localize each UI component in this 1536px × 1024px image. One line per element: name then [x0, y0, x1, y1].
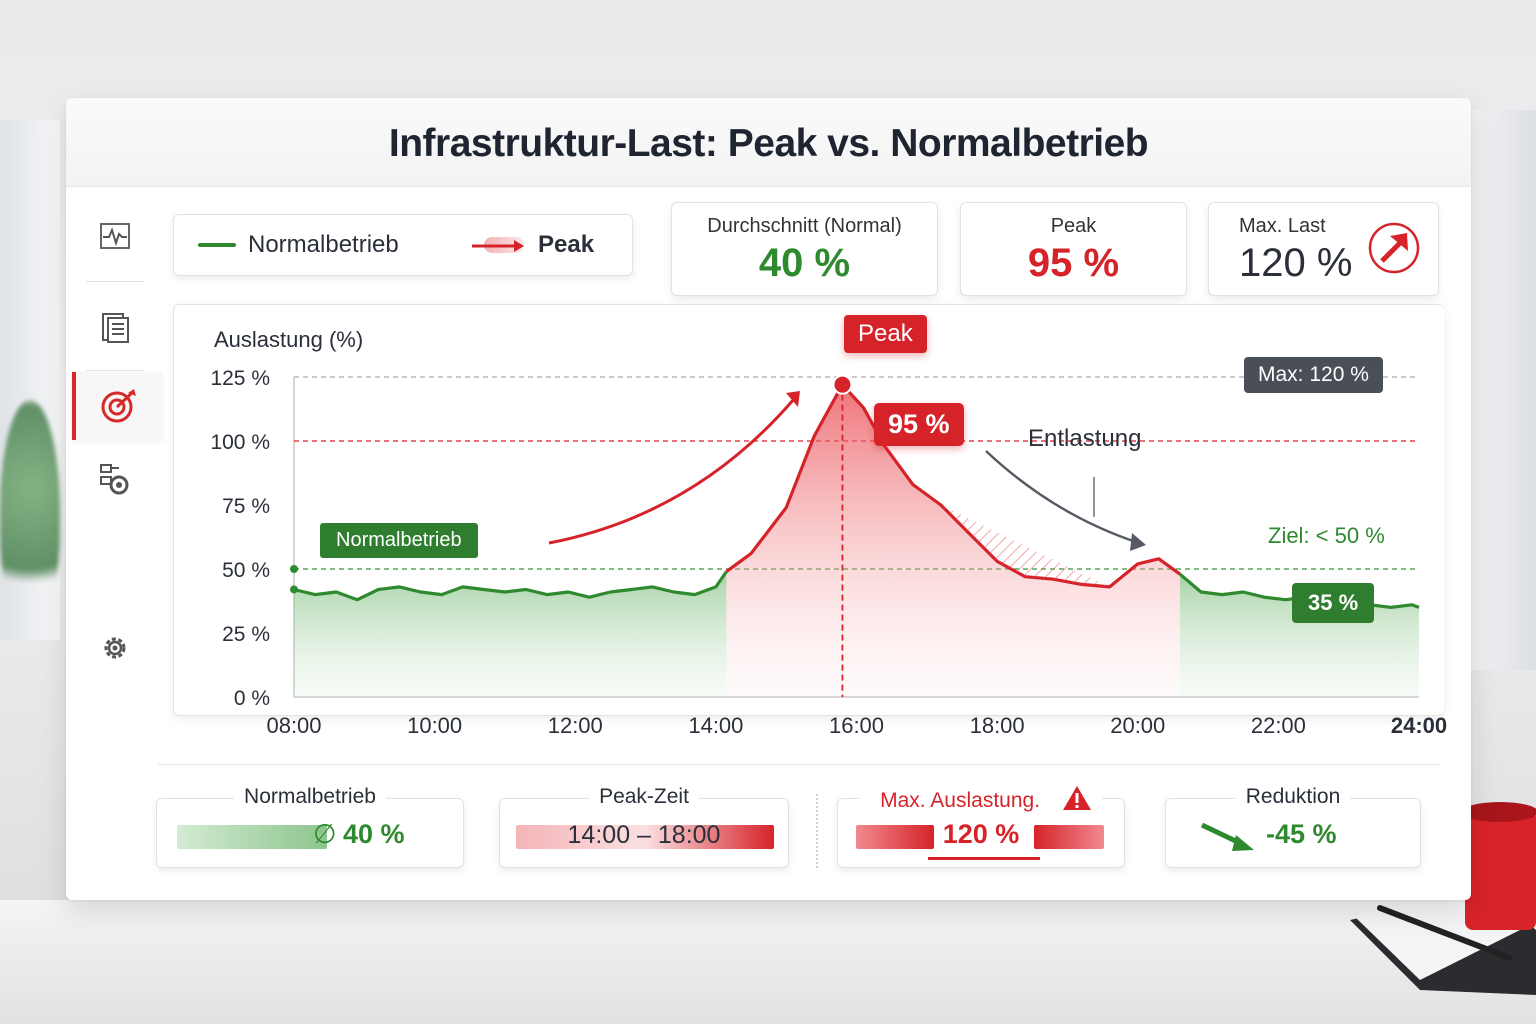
legend-item-normal[interactable]: Normalbetrieb — [198, 231, 399, 259]
summary-label-reduction: Reduktion — [1235, 785, 1351, 808]
summary-card-normal: Normalbetrieb ∅ 40 % — [156, 785, 464, 868]
rising-arrow — [548, 398, 796, 545]
page-title: Infrastruktur-Last: Peak vs. Normalbetri… — [388, 122, 1149, 165]
series-area — [726, 384, 1180, 697]
target-line-marker — [290, 565, 298, 573]
summary-bar-normal — [177, 825, 327, 849]
peak-marker — [832, 374, 853, 395]
gear-icon — [104, 637, 126, 659]
target-chart-icon — [101, 389, 136, 423]
dashboard-panel: Infrastruktur-Last: Peak vs. Normalbetri… — [66, 98, 1471, 900]
bottom-dotted-divider — [816, 794, 819, 868]
normal-annotation-label: Normalbetrieb — [336, 529, 462, 551]
title-bar: Infrastruktur-Last: Peak vs. Normalbetri… — [66, 98, 1471, 187]
kpi-card-max-load: Max. Last 120 % — [1208, 202, 1439, 296]
summary-value-normal: 40 % — [343, 819, 405, 849]
summary-card-max-utilization: Max. Auslastung. 120 % — [837, 786, 1125, 868]
kpi-value-average: 40 % — [758, 241, 851, 285]
x-tick-label: 18:00 — [970, 713, 1025, 738]
legend-item-peak[interactable]: Peak — [470, 231, 594, 259]
kpi-label-average: Durchschnitt (Normal) — [707, 215, 902, 237]
series-line — [725, 383, 1181, 589]
summary-symbol-average: ∅ — [313, 819, 337, 849]
start-marker — [290, 585, 298, 594]
kpi-label-max-load: Max. Last — [1239, 215, 1326, 237]
summary-underline-max — [928, 857, 1040, 860]
relief-arrowhead — [1130, 533, 1146, 551]
desk-decoration — [1350, 802, 1536, 995]
max-annotation: Max: 120 % — [1244, 357, 1383, 393]
y-tick-label: 100 % — [210, 431, 270, 454]
rising-arrowhead — [786, 391, 800, 407]
kpi-card-average: Durchschnitt (Normal) 40 % — [671, 202, 938, 296]
trend-down-icon — [1200, 822, 1254, 851]
sidebar-divider — [86, 281, 144, 282]
x-tick-label: 20:00 — [1110, 713, 1165, 738]
y-tick-label: 25 % — [222, 623, 270, 646]
x-tick-label: 24:00 — [1391, 713, 1447, 738]
summary-label-max-utilization: Max. Auslastung. — [860, 786, 1102, 812]
summary-bar-max-right — [1034, 825, 1104, 849]
chart-card: Auslastung (%) 0 % 25 % 50 % 75 % 100 % 125 %… — [173, 304, 1447, 738]
legend-label-peak: Peak — [538, 231, 595, 258]
kpi-value-peak: 95 % — [1027, 241, 1120, 285]
sidebar-item-analytics[interactable] — [72, 372, 162, 440]
sidebar-item-infrastructure[interactable] — [72, 446, 158, 514]
sidebar-divider — [86, 370, 144, 371]
x-tick-label: 10:00 — [407, 713, 462, 738]
y-tick-label: 0 % — [234, 687, 270, 710]
x-tick-label: 22:00 — [1251, 713, 1306, 738]
sidebar-item-activity[interactable] — [72, 202, 158, 270]
background-window-right — [1466, 110, 1536, 670]
series-area — [294, 571, 727, 697]
summary-label-normal: Normalbetrieb — [234, 785, 386, 808]
peak-annotation: Peak — [844, 315, 927, 353]
kpi-card-peak: Peak 95 % — [960, 202, 1187, 296]
kpi-value-max-load: 120 % — [1239, 241, 1353, 285]
summary-bar-max-left — [856, 825, 934, 849]
arrow-right-icon — [472, 237, 524, 253]
end-value-label: 35 % — [1308, 590, 1359, 615]
x-tick-label: 16:00 — [829, 713, 884, 738]
target-annotation: Ziel: < 50 % — [1268, 523, 1385, 548]
summary-label-peak-time: Peak-Zeit — [589, 785, 699, 808]
end-value-annotation: 35 % — [1292, 583, 1375, 623]
activity-icon — [100, 223, 130, 249]
kpi-label-peak: Peak — [1050, 215, 1097, 237]
y-tick-label: 50 % — [222, 559, 270, 582]
bottom-divider — [158, 764, 1440, 765]
chart-legend: Normalbetrieb Peak — [173, 214, 633, 276]
warning-icon — [1062, 786, 1091, 810]
y-tick-label: 75 % — [222, 495, 270, 518]
max-annotation-label: Max: 120 % — [1258, 363, 1369, 386]
sidebar-item-documents[interactable] — [72, 294, 158, 362]
background-plant — [0, 400, 60, 620]
summary-value-reduction: -45 % — [1266, 819, 1337, 849]
summary-value-peak-time: 14:00 – 18:00 — [567, 821, 721, 849]
sidebar-item-settings[interactable] — [72, 614, 158, 682]
peak-value-label: 95 % — [888, 409, 950, 439]
series-line — [293, 570, 728, 602]
summary-bar-peak-time — [516, 825, 774, 849]
summary-card-peak-time: Peak-Zeit 14:00 – 18:00 — [499, 785, 789, 868]
legend-label-normal: Normalbetrieb — [248, 231, 399, 258]
x-tick-label: 14:00 — [688, 713, 743, 738]
summary-card-reduction: Reduktion -45 % — [1165, 785, 1421, 868]
sidebar — [66, 186, 162, 900]
desk-surface — [0, 900, 1536, 1024]
summary-value-max-utilization: 120 % — [942, 819, 1020, 849]
legend-swatch-normal — [198, 243, 236, 247]
trend-up-icon — [1368, 222, 1420, 274]
x-tick-label: 12:00 — [548, 713, 603, 738]
normal-annotation: Normalbetrieb — [320, 523, 478, 558]
x-tick-label: 08:00 — [266, 713, 321, 738]
peak-value-annotation: 95 % — [874, 403, 964, 446]
peak-annotation-label: Peak — [858, 320, 913, 347]
relief-arrow — [985, 450, 1140, 545]
hierarchy-gear-icon — [100, 464, 129, 495]
relief-annotation: Entlastung — [1028, 425, 1142, 452]
y-tick-label: 125 % — [210, 367, 270, 390]
document-icon — [102, 313, 129, 343]
y-axis-label: Auslastung (%) — [214, 327, 363, 352]
